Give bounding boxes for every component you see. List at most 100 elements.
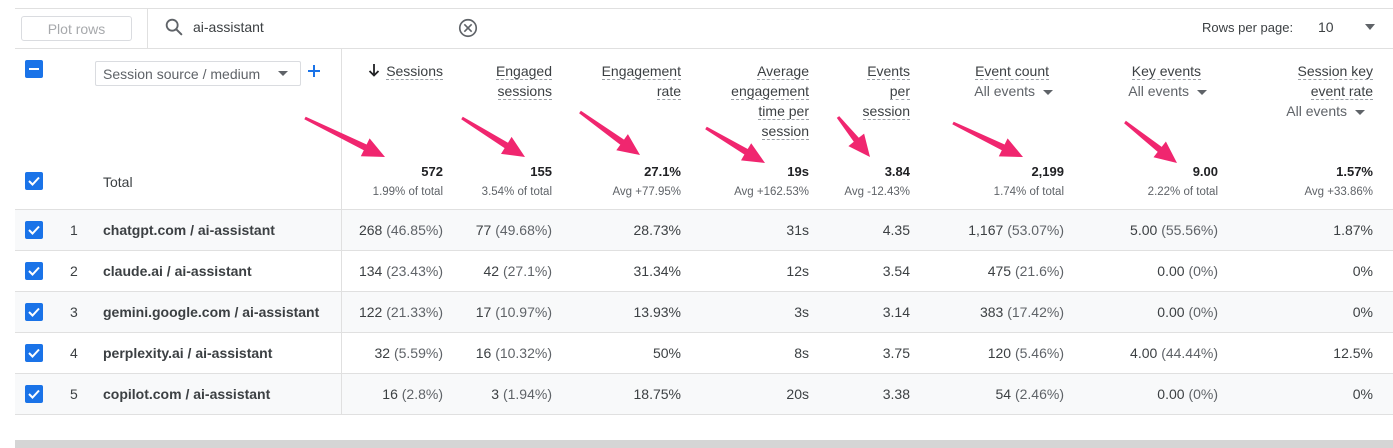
metric-value: 3 <box>491 386 500 402</box>
row-dimension-value: perplexity.ai / ai-assistant <box>103 345 273 361</box>
metric-cell: 16 (2.8%) <box>382 386 443 402</box>
metric-cell: 32 (5.59%) <box>375 345 444 361</box>
metric-percent: (44.44%) <box>1161 345 1218 361</box>
chevron-down-icon <box>1355 109 1365 115</box>
metric-cell: 12s <box>786 263 809 279</box>
metric-value: 475 <box>987 263 1012 279</box>
metric-value: 3s <box>794 304 809 320</box>
column-header-session-key-event-rate[interactable]: Session key event rate <box>1297 61 1373 101</box>
metric-cell: 50% <box>653 345 681 361</box>
total-subtext: 1.99% of total <box>372 186 443 198</box>
metric-value: 28.73% <box>633 222 681 238</box>
metric-cell: 122 (21.33%) <box>359 304 443 320</box>
total-value: 572 <box>421 164 443 179</box>
metric-cell: 134 (23.43%) <box>359 263 443 279</box>
add-dimension-icon[interactable] <box>306 63 322 79</box>
metric-cell: 12.5% <box>1333 345 1373 361</box>
column-header-label: Engaged <box>495 63 552 80</box>
metric-value: 16 <box>475 345 492 361</box>
metric-cell: 268 (46.85%) <box>359 222 443 238</box>
total-subtext: 1.74% of total <box>993 186 1064 198</box>
column-header-key-events[interactable]: Key events <box>1131 61 1201 81</box>
total-value: 2,199 <box>1031 164 1064 179</box>
metric-cell: 0.00 (0%) <box>1157 386 1218 402</box>
metric-value: 3.38 <box>882 386 910 402</box>
metric-percent: (0%) <box>1188 263 1218 279</box>
table-row[interactable]: 1 chatgpt.com / ai-assistant 268 (46.85%) 7… <box>15 210 1393 251</box>
metric-cell: 20s <box>786 386 809 402</box>
metric-value: 31.34% <box>633 263 681 279</box>
annotation-arrow-icon <box>836 116 870 157</box>
row-dimension-value: chatgpt.com / ai-assistant <box>103 222 275 238</box>
metric-value: 12s <box>786 263 809 279</box>
metric-cell: 42 (27.1%) <box>484 263 553 279</box>
row-checkbox[interactable] <box>25 344 43 362</box>
metric-cell: 3.54 <box>883 263 910 279</box>
metric-cell: 4.35 <box>883 222 910 238</box>
check-icon <box>28 348 40 358</box>
total-value: 1.57% <box>1336 164 1373 179</box>
metric-percent: (23.43%) <box>386 263 443 279</box>
row-checkbox[interactable] <box>25 221 43 239</box>
column-header-label: sessions <box>497 83 552 100</box>
metric-cell: 3s <box>794 304 809 320</box>
metric-cell: 0% <box>1353 263 1373 279</box>
rows-per-page-select[interactable]: 10 <box>1318 19 1334 35</box>
search-input[interactable]: ai-assistant <box>193 19 264 35</box>
column-header-engaged-sessions[interactable]: Engaged sessions <box>495 61 552 101</box>
table-row[interactable]: 3 gemini.google.com / ai-assistant 122 (21… <box>15 292 1393 333</box>
row-index: 3 <box>70 304 78 320</box>
row-checkbox[interactable] <box>25 303 43 321</box>
event-filter-select[interactable]: All events <box>1128 83 1207 99</box>
table-row[interactable]: 4 perplexity.ai / ai-assistant 32 (5.59%) 1… <box>15 333 1393 374</box>
annotation-arrow-icon <box>304 116 385 157</box>
column-header-engagement-rate[interactable]: Engagement rate <box>601 61 681 101</box>
metric-value: 0% <box>1352 386 1373 402</box>
event-filter-select[interactable]: All events <box>1286 103 1365 119</box>
metric-percent: (10.32%) <box>495 345 552 361</box>
metric-value: 3.54 <box>882 263 910 279</box>
row-checkbox[interactable] <box>25 262 43 280</box>
table-row[interactable]: 2 claude.ai / ai-assistant 134 (23.43%) 42 … <box>15 251 1393 292</box>
metric-percent: (5.46%) <box>1014 345 1064 361</box>
column-header-label: Session key <box>1297 63 1373 80</box>
event-filter-select[interactable]: All events <box>974 83 1053 99</box>
column-header-events-per-session[interactable]: Events per session <box>862 61 910 121</box>
row-checkbox[interactable] <box>25 385 43 403</box>
total-row-checkbox[interactable] <box>25 172 43 190</box>
column-header-label: Sessions <box>386 63 443 80</box>
column-header-label: rate <box>656 83 681 100</box>
total-subtext: Avg +77.95% <box>612 186 681 198</box>
metric-value: 17 <box>475 304 492 320</box>
plot-rows-button[interactable]: Plot rows <box>21 16 132 41</box>
total-value: 3.84 <box>884 164 910 179</box>
metric-percent: (46.85%) <box>386 222 443 238</box>
total-value: 27.1% <box>644 164 681 179</box>
metric-percent: (27.1%) <box>502 263 552 279</box>
chevron-down-icon[interactable] <box>1365 24 1375 30</box>
chevron-down-icon[interactable] <box>278 71 288 76</box>
metric-value: 5.00 <box>1130 222 1158 238</box>
horizontal-scrollbar[interactable] <box>15 440 1393 448</box>
metric-value: 1.87% <box>1333 222 1373 238</box>
metric-percent: (5.59%) <box>393 345 443 361</box>
column-header-sessions[interactable]: Sessions <box>368 61 443 81</box>
column-header-event-count[interactable]: Event count <box>975 61 1049 81</box>
metric-cell: 18.75% <box>634 386 681 402</box>
clear-search-icon[interactable] <box>457 17 479 39</box>
table-row[interactable]: 5 copilot.com / ai-assistant 16 (2.8%) 3 (1… <box>15 374 1393 415</box>
annotation-arrow-icon <box>579 110 640 155</box>
metric-cell: 31s <box>786 222 809 238</box>
event-filter-label: All events <box>1286 103 1347 119</box>
dimension-selector[interactable]: Session source / medium <box>95 61 301 86</box>
annotation-arrow-icon <box>461 116 525 157</box>
rows-per-page-label: Rows per page: <box>1202 20 1294 35</box>
table-toolbar: Plot rows ai-assistant Rows per page: 10 <box>15 8 1393 49</box>
metric-value: 0.00 <box>1157 263 1185 279</box>
select-all-checkbox[interactable] <box>25 60 43 78</box>
total-subtext: 2.22% of total <box>1147 186 1218 198</box>
column-header-label: Key events <box>1131 63 1201 80</box>
column-header-average-engagement-time[interactable]: Average engagement time per session <box>731 61 809 141</box>
total-subtext: 3.54% of total <box>481 186 552 198</box>
metric-cell: 3.14 <box>883 304 910 320</box>
